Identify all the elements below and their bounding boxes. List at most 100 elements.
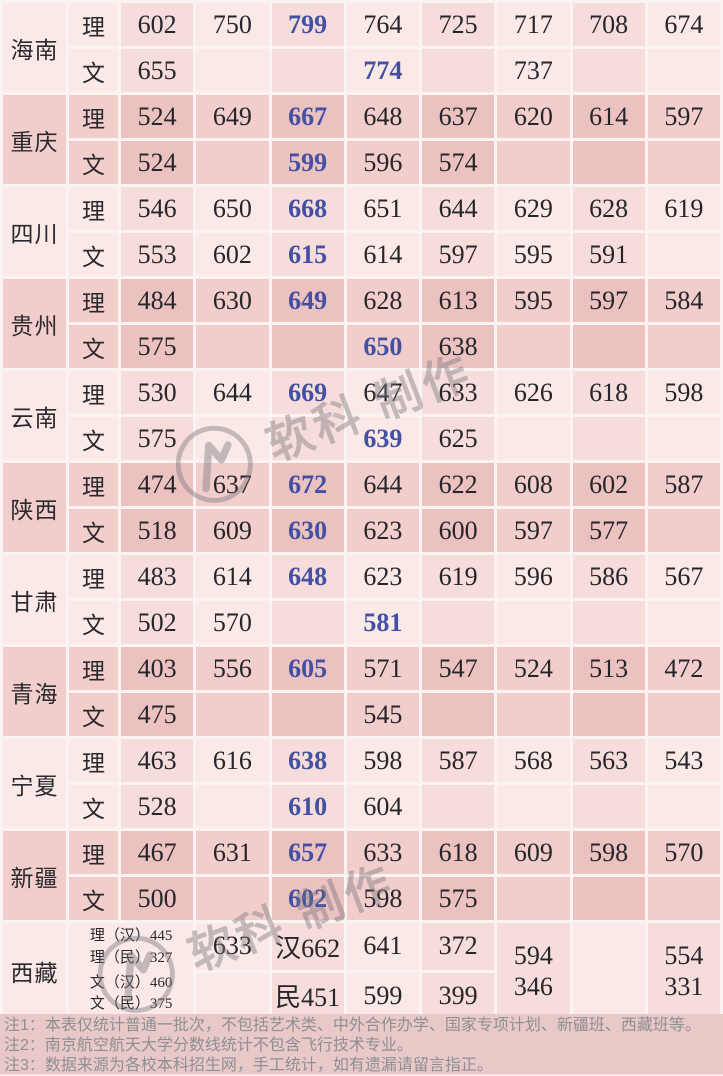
score-cell <box>644 782 723 831</box>
table-row: 云南理 530 644 669 647 633 626 618 598 <box>0 368 723 463</box>
province-cell: 四川 <box>0 184 69 279</box>
score-cell <box>494 138 573 187</box>
footnotes: 注1：本表仅统计普通一批次，不包括艺术类、中外合作办学、国家专项计划、新疆班、西… <box>0 1014 723 1074</box>
score-cell: 474 <box>117 460 197 509</box>
score-cell <box>569 690 648 739</box>
score-cell <box>193 46 272 95</box>
row-type-cell: 文 <box>66 230 121 279</box>
score-cell: 639 <box>343 414 423 463</box>
row-type-cell: 理 <box>66 92 121 141</box>
score-cell: 596 <box>494 552 573 601</box>
score-cell: 737 <box>494 46 573 95</box>
score-cell: 619 <box>418 552 498 601</box>
score-cell: 774 <box>343 46 423 95</box>
score-cell <box>494 782 573 831</box>
score-cell: 598 <box>343 874 423 923</box>
score-cell: 575 <box>418 874 498 923</box>
score-cell: 556 <box>193 644 272 693</box>
score-cell: 518 <box>117 506 197 555</box>
score-cell: 500 <box>117 874 197 923</box>
score-cell: 605 <box>268 644 347 693</box>
score-cell: 630 <box>193 276 272 325</box>
score-cell: 545 <box>343 690 423 739</box>
score-cell: 655 <box>117 46 197 95</box>
score-cell: 638 <box>418 322 498 371</box>
score-cell: 608 <box>494 460 573 509</box>
score-cell: 524 <box>494 644 573 693</box>
table-row: 文 518 609 630 623 600 597 577 <box>2 506 723 555</box>
score-cell: 574 <box>418 138 498 187</box>
score-cell: 597 <box>418 230 498 279</box>
score-cell: 613 <box>418 276 498 325</box>
score-cell: 602 <box>117 0 197 49</box>
score-cell <box>569 322 648 371</box>
score-cell <box>418 46 498 95</box>
province-cell: 甘肃 <box>0 552 69 647</box>
row-type-cell: 理 <box>66 368 121 417</box>
score-cell: 399 <box>418 969 498 1014</box>
score-cell: 502 <box>117 598 197 647</box>
table-row: 重庆理 524 649 667 648 637 620 614 597 <box>0 92 723 187</box>
score-cell <box>569 46 648 95</box>
table-row: 文 655 774 737 <box>2 46 723 95</box>
score-cell: 567 <box>644 552 723 601</box>
score-cell <box>193 782 272 831</box>
score-cell: 631 <box>193 828 272 877</box>
score-cell: 598 <box>569 828 648 877</box>
score-cell: 528 <box>117 782 197 831</box>
score-cell: 620 <box>494 92 573 141</box>
score-cell: 599 <box>343 969 423 1014</box>
score-cell: 604 <box>343 782 423 831</box>
score-cell <box>644 874 723 923</box>
row-type-cell: 理 <box>66 828 121 877</box>
score-cell: 475 <box>117 690 197 739</box>
score-cell: 543 <box>644 736 723 785</box>
row-type-cell: 理 <box>66 276 121 325</box>
table-row: 文 575 639 625 <box>2 414 723 463</box>
score-cell <box>193 969 272 1014</box>
score-cell: 647 <box>343 368 423 417</box>
score-cell <box>494 598 573 647</box>
score-cell: 649 <box>268 276 347 325</box>
score-cell: 463 <box>117 736 197 785</box>
score-cell: 615 <box>268 230 347 279</box>
score-cell: 577 <box>569 506 648 555</box>
score-cell: 717 <box>494 0 573 49</box>
row-type-cell: 文 <box>66 506 121 555</box>
score-cell: 618 <box>569 368 648 417</box>
score-table: 海南理 602 750 799 764 725 717 708 674 文 655 774 737 重庆理… <box>0 0 723 1014</box>
score-cell: 591 <box>569 230 648 279</box>
score-cell: 372 <box>418 920 498 973</box>
table-row: 新疆理 467 631 657 633 618 609 598 570 <box>0 828 723 923</box>
score-cell: 595 <box>494 230 573 279</box>
row-type-cell: 理 <box>66 460 121 509</box>
score-cell <box>494 690 573 739</box>
row-type-cell: 文 <box>66 782 121 831</box>
score-cell: 623 <box>343 506 423 555</box>
province-cell: 西藏 <box>0 920 69 1014</box>
score-cell: 602 <box>569 460 648 509</box>
score-cell: 630 <box>268 506 347 555</box>
score-cell: 616 <box>193 736 272 785</box>
score-cell: 484 <box>117 276 197 325</box>
row-type-cell: 文 <box>66 598 121 647</box>
table-row: 贵州理 484 630 649 628 613 595 597 584 <box>0 276 723 371</box>
score-cell: 597 <box>569 276 648 325</box>
score-cell: 667 <box>268 92 347 141</box>
score-cell <box>268 690 347 739</box>
score-cell: 669 <box>268 368 347 417</box>
score-cell <box>268 598 347 647</box>
score-cell: 602 <box>193 230 272 279</box>
score-cell: 648 <box>268 552 347 601</box>
score-table-body: 海南理 602 750 799 764 725 717 708 674 文 655 774 737 重庆理… <box>0 0 723 1014</box>
score-cell <box>268 46 347 95</box>
score-cell: 594 346 <box>494 920 573 1014</box>
score-cell <box>494 874 573 923</box>
score-cell: 597 <box>494 506 573 555</box>
score-cell: 633 <box>343 828 423 877</box>
score-cell: 554 331 <box>644 920 723 1014</box>
score-cell: 595 <box>494 276 573 325</box>
score-cell: 584 <box>644 276 723 325</box>
score-cell: 467 <box>117 828 197 877</box>
score-cell: 587 <box>418 736 498 785</box>
